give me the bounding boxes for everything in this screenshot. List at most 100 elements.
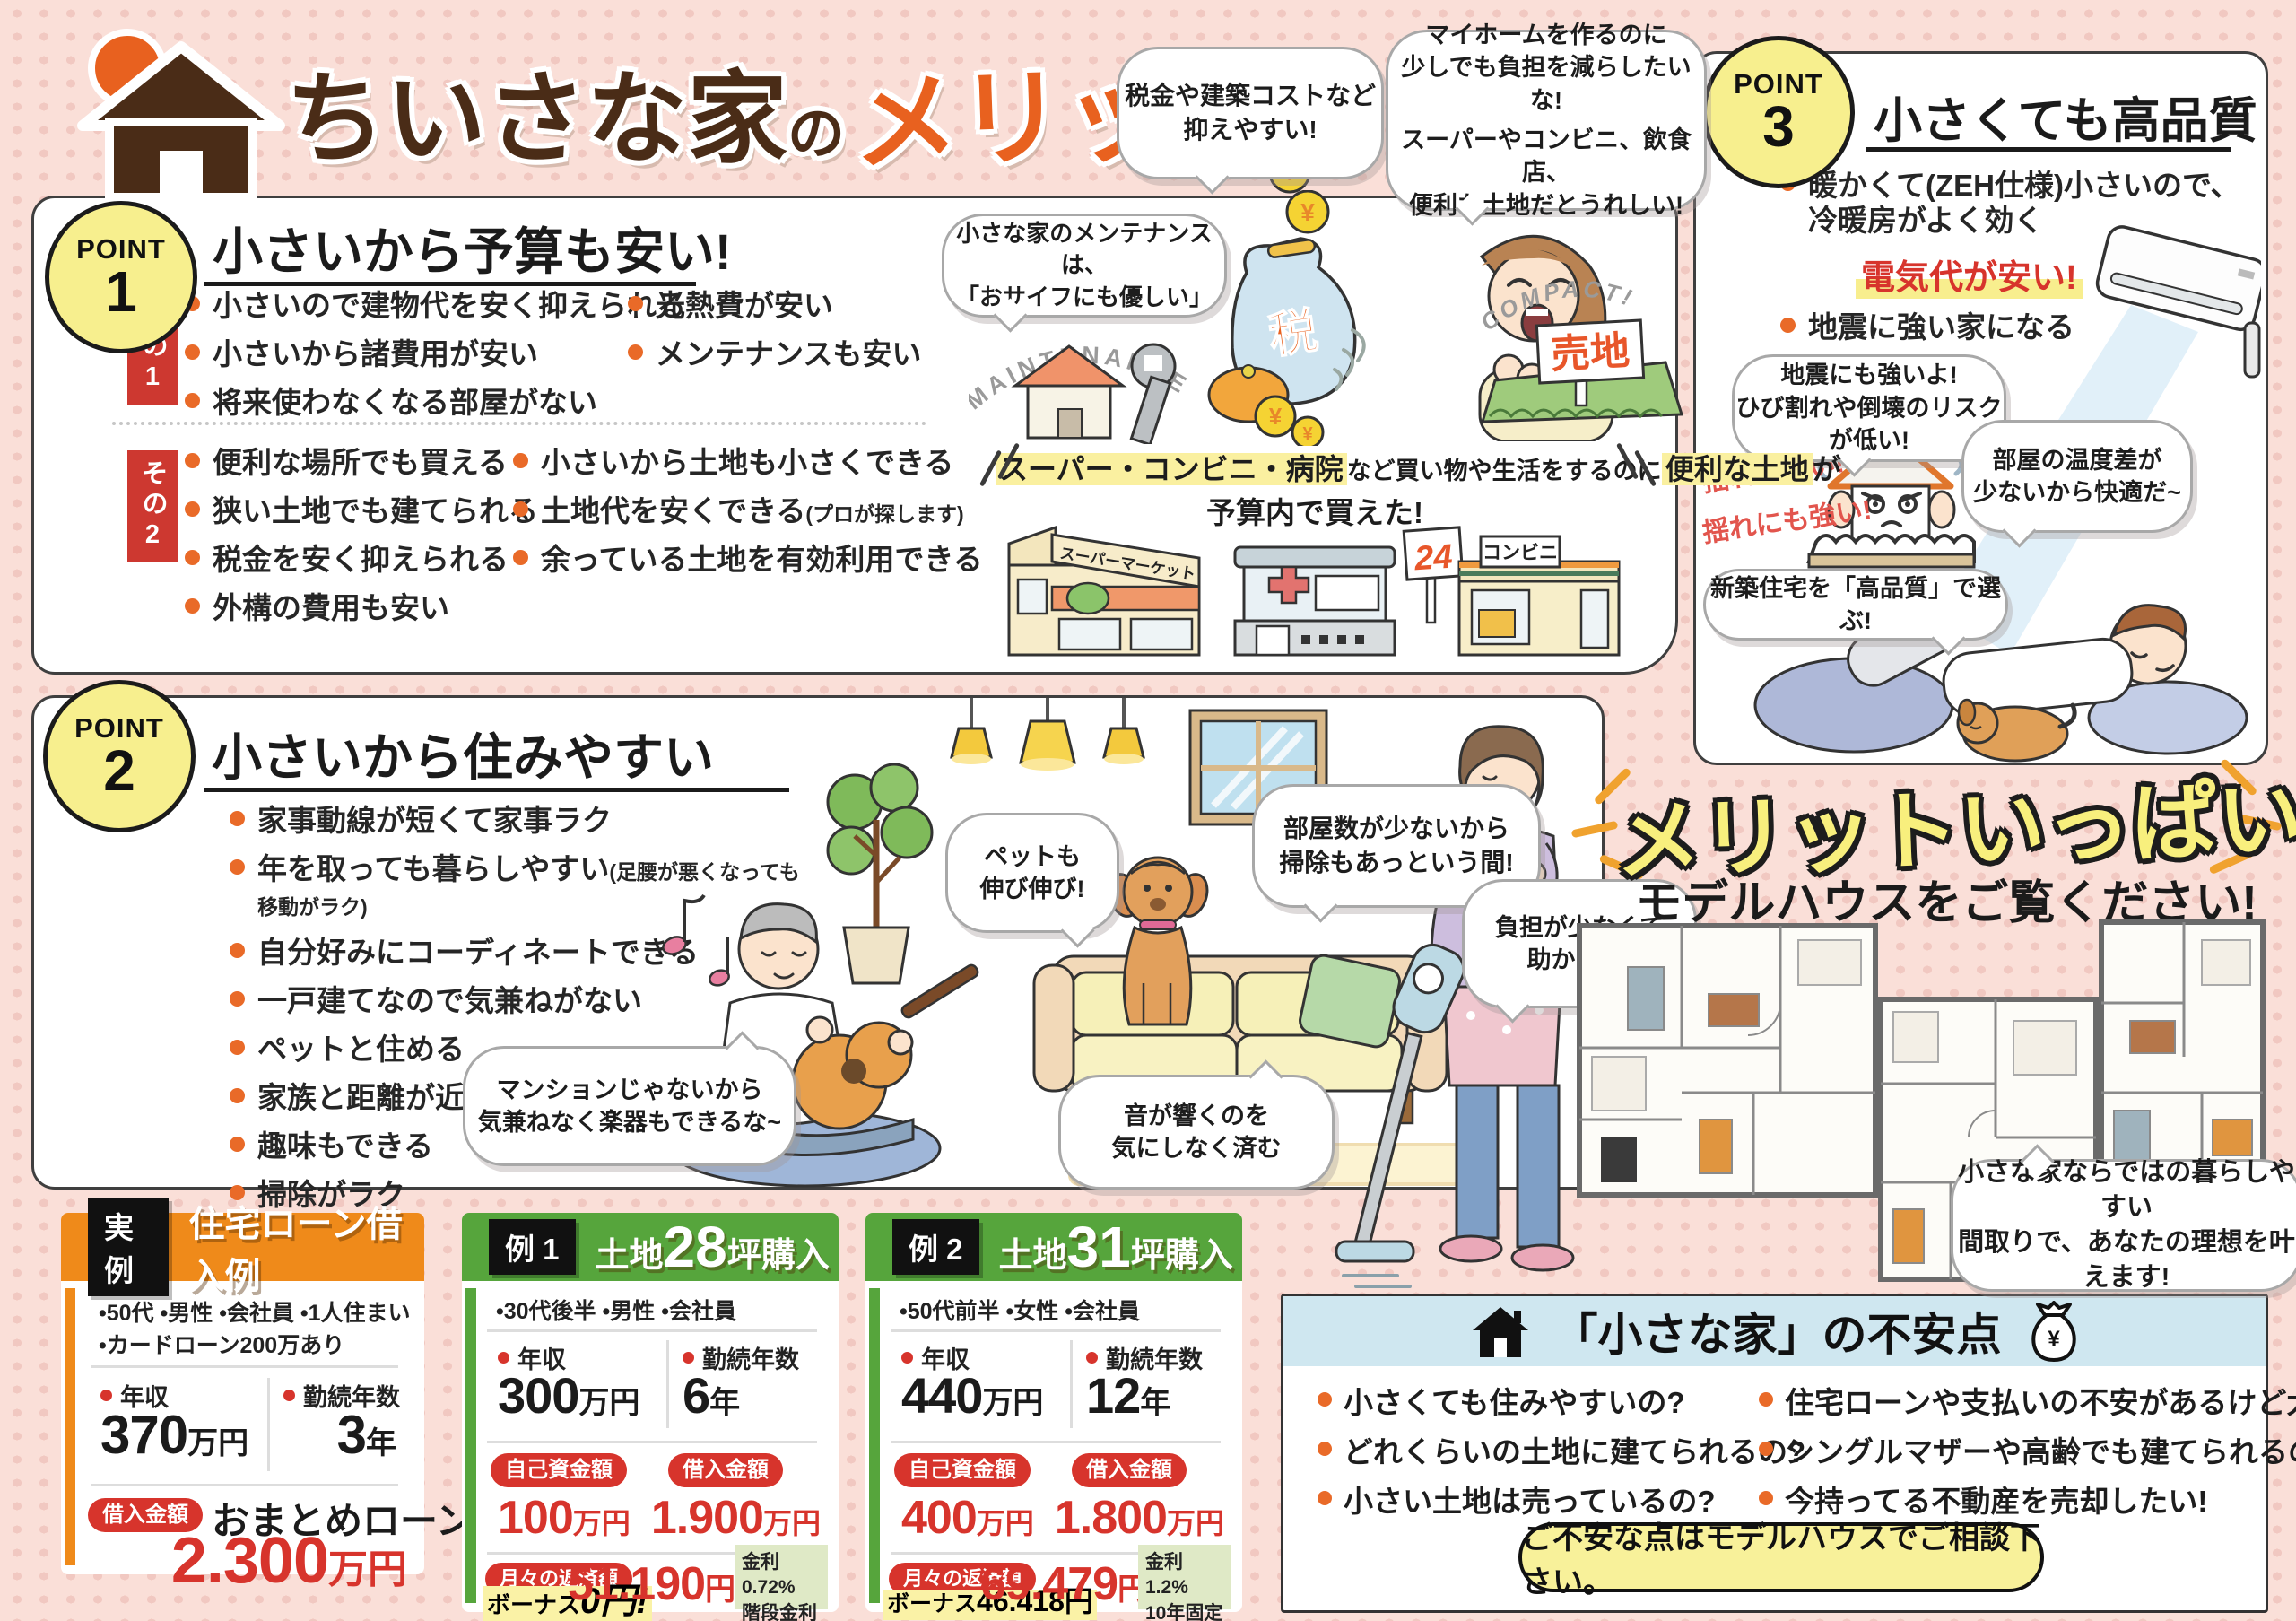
accent-bar <box>869 1288 880 1603</box>
yen-coin-label: ¥ <box>1269 403 1283 430</box>
list-item: 住宅ローンや支払いの不安があるけど大丈夫? <box>1759 1386 2296 1420</box>
point1-group2-label: その2 <box>127 450 178 562</box>
point2-title-underline <box>204 788 789 792</box>
point2-badge-number: 2 <box>103 737 135 803</box>
self-fund-value: 400万円 <box>901 1492 1034 1544</box>
case1-title: 土地 28 坪購入 <box>595 1215 830 1279</box>
tenure-value: 6年 <box>683 1367 741 1424</box>
floorplan-bubble: 小さな家ならではの暮らしやすい 間取りで、あなたの理想を叶えます! <box>1951 1144 2296 1292</box>
income-value: 300万円 <box>498 1367 640 1424</box>
yen-coin-label: ¥ <box>1300 198 1315 226</box>
loan-amount-pill: 借入金額 <box>88 1498 203 1532</box>
income-value: 440万円 <box>901 1367 1044 1424</box>
point2-box: 小さいから住みやすい 家事動線が短くて家事ラク 年を取っても暮らしやすい(足腰が… <box>31 695 1697 1288</box>
case2-title: 土地 31 坪購入 <box>998 1215 1233 1279</box>
self-fund-pill: 自己資金額 <box>491 1453 627 1487</box>
list-item: 小さい土地は売っているの? <box>1318 1485 1805 1519</box>
list-item: 掃除がラク <box>230 1178 804 1213</box>
house-icon <box>1472 1307 1528 1357</box>
profile-line: •50代 •男性 •会社員 •1人住まい <box>99 1301 411 1326</box>
case2-tag: 例 2 <box>892 1219 979 1275</box>
money-bag-icon: ¥ <box>2031 1301 2076 1362</box>
point1-badge-label: POINT <box>76 232 166 265</box>
loan-example-box: 実例 住宅ローン借入例 •50代 •男性 •会社員 •1人住まい •カードローン… <box>61 1198 474 1593</box>
profile-line: •カードローン200万あり <box>99 1333 345 1358</box>
point3-list2: 地震に強い家になる <box>1780 310 2247 359</box>
self-fund-pill: 自己資金額 <box>894 1453 1031 1487</box>
concerns-right-list: 住宅ローンや支払いの不安があるけど大丈夫? シングルマザーや高齢でも建てられるの… <box>1759 1386 2296 1534</box>
loan-amount-pill: 借入金額 <box>668 1453 783 1487</box>
rate-note: 金利0.72%階段金利35年返済 <box>735 1545 828 1621</box>
point1-group2-list: 便利な場所でも買える 狭い土地でも建てられる 税金を安く抑えられる 外構の費用も… <box>185 446 538 640</box>
concerns-header: 「小さな家」の不安点 ¥ <box>1283 1296 2266 1366</box>
yen-label: ¥ <box>2048 1327 2060 1351</box>
point1-group1-list2: 光熱費が安い メンテナンスも安い <box>628 289 921 386</box>
loan-example-title: 住宅ローン借入例 <box>188 1205 403 1296</box>
poodle-dog-illustration <box>1107 856 1209 1026</box>
divider <box>487 1441 817 1443</box>
myhome-wish-bubble: マイホームを作るのに 少しでも負担を減らしたいな! スーパーやコンビニ、飲食店、便… <box>1386 22 1707 226</box>
flyer-title: ちいさな家 の メリット <box>285 31 1278 184</box>
profile-line: •50代前半 •女性 •会社員 <box>900 1299 1140 1324</box>
list-item: 光熱費が安い <box>628 289 921 324</box>
case2-box: 例 2 土地 31 坪購入 •50代前半 •女性 •会社員 年収 440万円 勤続年… <box>865 1213 1242 1621</box>
title-main: ちいさな家 <box>285 63 787 175</box>
point1-title-underline <box>204 282 696 286</box>
divider <box>666 1340 669 1428</box>
pendant-lamps-illustration <box>950 698 1145 771</box>
sign24-label: 24 <box>1413 538 1454 579</box>
list-item: 小さいので建物代を安く抑えられる <box>185 289 686 324</box>
stick-vacuum-icon <box>1335 943 1465 1288</box>
list-item: 趣味もできる <box>230 1129 804 1164</box>
plant-illustration <box>826 763 934 985</box>
loan-example-tag: 実例 <box>88 1198 170 1296</box>
point1-badge-number: 1 <box>105 258 137 324</box>
room-temp-bubble: 部屋の温度差が 少ないから快適だ~ <box>1961 420 2193 548</box>
divider <box>91 1365 398 1368</box>
concerns-title: 「小さな家」の不安点 <box>1552 1310 2002 1360</box>
sale-sign-label: 売地 <box>1550 329 1631 378</box>
case1-header: 例 1 土地 28 坪購入 <box>462 1213 839 1281</box>
point3-badge-label: POINT <box>1734 67 1823 100</box>
list-item: 自分好みにコーディネートできる <box>230 936 804 971</box>
list-item: メンテナンスも安い <box>628 337 921 372</box>
loan-name: おまとめローン <box>212 1500 474 1542</box>
point2-badge-label: POINT <box>74 711 164 744</box>
concerns-box: 「小さな家」の不安点 ¥ 小さくても住みやすいの? どれくらいの土地に建てられる… <box>1281 1294 2296 1613</box>
loan-value: 2.300万円 <box>170 1525 407 1597</box>
tenure-label: 勤続年数 <box>683 1340 799 1375</box>
yen-coin-label: ¥ <box>1302 424 1313 444</box>
relaxing-man-illustration <box>1753 593 2248 763</box>
list-item: 余っている土地を有効利用できる <box>513 543 983 578</box>
point2-list: 家事動線が短くて家事ラク 年を取っても暮らしやすい(足腰が悪くなっても移動がラク… <box>230 804 804 1225</box>
accent-bar <box>65 1288 75 1565</box>
maintenance-bubble: 小さな家のメンテナンスは、 「おサイフにも優しい」 <box>942 214 1227 333</box>
case2-header: 例 2 土地 31 坪購入 <box>865 1213 1242 1281</box>
list-item: 家事動線が短くて家事ラク <box>230 804 804 839</box>
divider <box>487 1329 817 1332</box>
point3-electric-highlight: 電気代が安い! <box>1856 249 2083 299</box>
list-item: 税金を安く抑えられる <box>185 543 538 578</box>
list-item: 小さくても住みやすいの? <box>1318 1386 1805 1420</box>
divider <box>267 1378 270 1471</box>
monthly-value: 51.190円 <box>568 1558 736 1610</box>
income-value: 370万円 <box>100 1405 249 1465</box>
list-item: 外構の費用も安い <box>185 591 538 626</box>
tax-kanji-label: 税 <box>1265 304 1321 364</box>
list-item: 便利な場所でも買える <box>185 446 538 481</box>
point1-separator <box>112 422 926 425</box>
point1-group1-list: 小さいので建物代を安く抑えられる 小さいから諸費用が安い 将来使わなくなる部屋が… <box>185 289 686 434</box>
list-item: 土地代を安くできる(プロが探します) <box>513 494 983 529</box>
point1-title: 小さいから予算も安い! <box>213 223 732 280</box>
tenure-value: 12年 <box>1086 1367 1171 1424</box>
convenience-sign-label: コンビニ <box>1483 543 1558 563</box>
concerns-left-list: 小さくても住みやすいの? どれくらいの土地に建てられるの? 小さい土地は売ってい… <box>1318 1386 1805 1534</box>
list-item: 小さいから諸費用が安い <box>185 337 686 372</box>
income-label: 年収 <box>498 1340 566 1375</box>
maintenance-house-illustration: MAINTENANCE <box>969 342 1190 444</box>
quake-strong-bubble: 地震にも強いよ! ひび割れや倒壊のリスクが低い! <box>1732 354 2006 477</box>
no-echo-bubble: 音が響くのを 気にしなく済む <box>1058 1059 1335 1190</box>
divider <box>91 1484 398 1486</box>
point3-badge: POINT 3 <box>1702 36 1855 188</box>
point3-title-underline <box>1866 147 2231 152</box>
